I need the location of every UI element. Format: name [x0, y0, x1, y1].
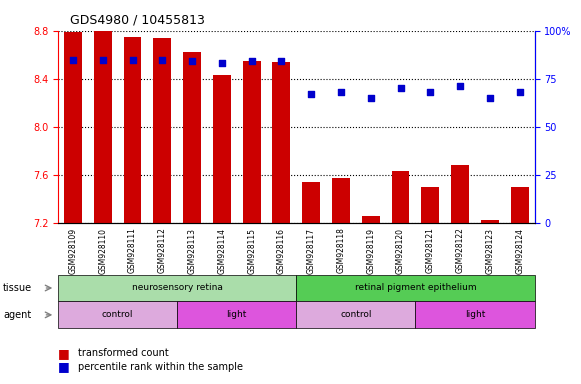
Text: retinal pigment epithelium: retinal pigment epithelium — [354, 283, 476, 293]
Bar — [183, 52, 201, 223]
Point — [128, 56, 137, 63]
Point — [307, 91, 316, 97]
Point — [69, 56, 78, 63]
Text: control: control — [102, 310, 134, 319]
Point — [426, 89, 435, 95]
Bar — [153, 38, 171, 223]
Text: agent: agent — [3, 310, 31, 320]
Bar — [124, 37, 141, 223]
Bar — [421, 187, 439, 223]
Bar — [94, 31, 112, 223]
Text: tissue: tissue — [3, 283, 32, 293]
Text: neurosensory retina: neurosensory retina — [132, 283, 223, 293]
Point — [336, 89, 346, 95]
Text: control: control — [340, 310, 372, 319]
Bar — [511, 187, 529, 223]
Bar — [243, 61, 260, 223]
Point — [157, 56, 167, 63]
Point — [396, 85, 405, 91]
Text: ■: ■ — [58, 360, 70, 373]
Point — [456, 83, 465, 89]
Point — [98, 56, 107, 63]
Point — [277, 58, 286, 65]
Point — [515, 89, 524, 95]
Text: light: light — [227, 310, 247, 319]
Bar — [332, 178, 350, 223]
Text: percentile rank within the sample: percentile rank within the sample — [78, 362, 243, 372]
Text: ■: ■ — [58, 347, 70, 360]
Bar — [213, 75, 231, 223]
Point — [485, 95, 494, 101]
Bar — [64, 32, 82, 223]
Bar — [481, 220, 498, 223]
Point — [217, 60, 227, 66]
Bar — [392, 171, 410, 223]
Point — [247, 58, 256, 65]
Bar — [272, 62, 290, 223]
Text: GDS4980 / 10455813: GDS4980 / 10455813 — [70, 13, 205, 26]
Bar — [451, 165, 469, 223]
Bar — [302, 182, 320, 223]
Point — [188, 58, 197, 65]
Text: transformed count: transformed count — [78, 348, 169, 358]
Point — [366, 95, 375, 101]
Text: light: light — [465, 310, 485, 319]
Bar — [362, 215, 379, 223]
